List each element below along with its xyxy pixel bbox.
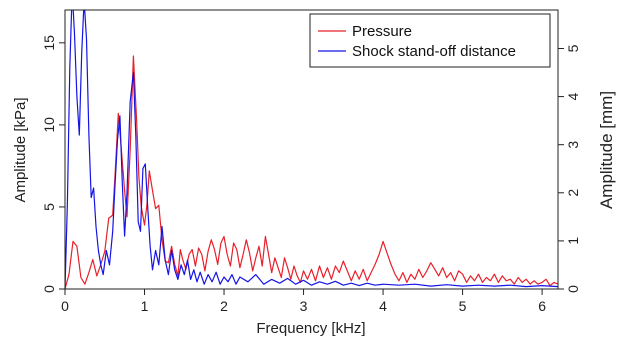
y-right-tick-label-5: 5 <box>565 44 581 52</box>
x-tick-label-0: 0 <box>61 298 69 314</box>
y-right-tick-label-0: 0 <box>565 285 581 293</box>
y-left-axis: 0 5 10 15 <box>41 35 65 293</box>
x-tick-label-3: 3 <box>300 298 308 314</box>
x-tick-label-4: 4 <box>379 298 387 314</box>
x-tick-label-1: 1 <box>141 298 149 314</box>
x-axis: 0 1 2 3 4 5 6 <box>61 289 546 314</box>
x-tick-label-5: 5 <box>459 298 467 314</box>
y-left-tick-label-1: 5 <box>41 203 57 211</box>
y-right-axis: 0 1 2 3 4 5 <box>558 44 581 293</box>
legend-label-shock-stand-off-distance: Shock stand-off distance <box>352 43 516 60</box>
series-line-shock-stand-off-distance <box>65 10 558 289</box>
x-axis-label: Frequency [kHz] <box>256 320 365 337</box>
y-left-axis-label: Amplitude [kPa] <box>12 97 29 202</box>
y-left-tick-label-2: 10 <box>41 117 57 133</box>
legend-box <box>309 13 551 68</box>
legend-label-pressure: Pressure <box>352 23 412 40</box>
x-tick-label-6: 6 <box>538 298 546 314</box>
y-right-tick-label-2: 2 <box>565 189 581 197</box>
y-right-axis-label: Amplitude [mm] <box>597 91 616 209</box>
plot-frame <box>64 9 559 290</box>
y-left-tick-label-0: 0 <box>41 285 57 293</box>
series-line-pressure <box>65 55 558 289</box>
y-right-tick-label-3: 3 <box>565 141 581 149</box>
series-layer <box>65 10 558 289</box>
y-left-tick-label-3: 15 <box>41 35 57 51</box>
legend: Pressure Shock stand-off distance <box>309 13 551 68</box>
y-right-tick-label-1: 1 <box>565 237 581 245</box>
y-right-tick-label-4: 4 <box>565 92 581 100</box>
x-tick-label-2: 2 <box>220 298 228 314</box>
